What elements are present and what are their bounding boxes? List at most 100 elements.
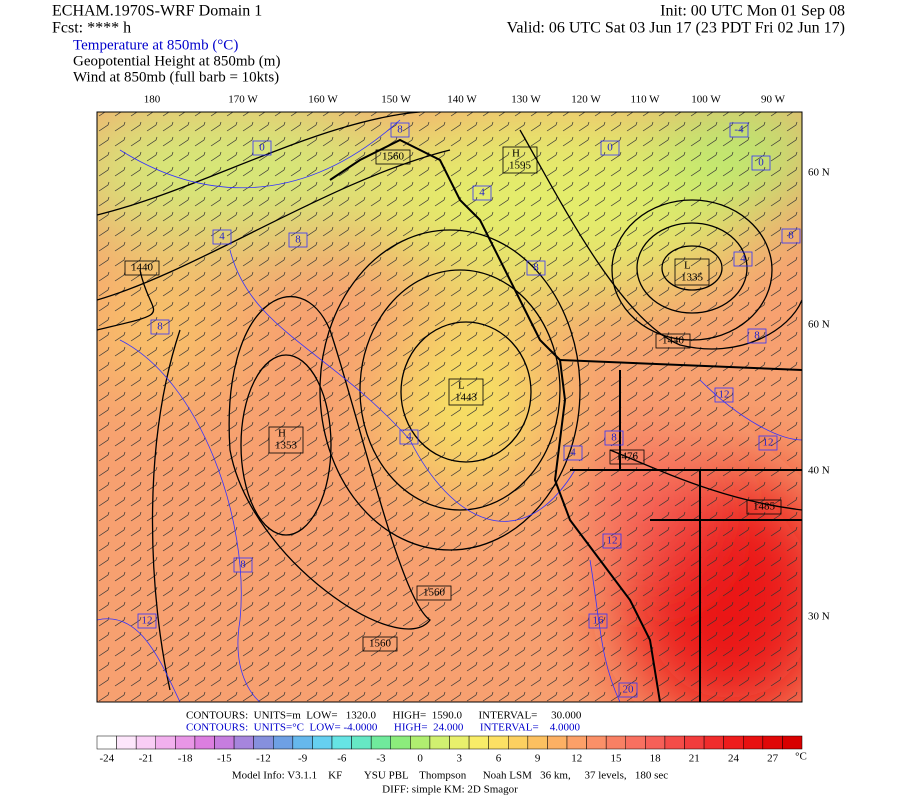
colorbar-swatch — [645, 735, 666, 750]
pressure-center-symbol: H — [512, 148, 520, 160]
colorbar-swatch — [703, 735, 724, 750]
colorbar-swatch — [547, 735, 568, 750]
colorbar-swatch — [762, 735, 783, 750]
map-field — [97, 112, 802, 702]
colorbar-swatch — [312, 735, 333, 750]
temperature-label: 4 — [406, 431, 412, 443]
colorbar-swatch — [468, 735, 489, 750]
height-label: 1335 — [681, 272, 704, 284]
colorbar-swatch — [292, 735, 313, 750]
temperature-label-box — [602, 533, 622, 549]
longitude-label: 170 W — [228, 94, 258, 106]
colorbar-swatch — [508, 735, 529, 750]
temperature-label: 8 — [157, 321, 163, 333]
height-label-box — [375, 149, 411, 165]
temperature-label-box — [390, 122, 410, 138]
colorbar-swatch — [351, 735, 372, 750]
colorbar-label: -21 — [139, 753, 154, 765]
colorbar-label: -15 — [217, 753, 232, 765]
height-label: 1443 — [455, 392, 478, 404]
temperature-label: 16 — [593, 615, 605, 627]
colorbar-swatch — [370, 735, 391, 750]
colorbar-unit: °C — [795, 751, 807, 763]
temperature-label-box — [758, 435, 778, 451]
colorbar-swatch — [410, 735, 431, 750]
temperature-label-box — [212, 229, 232, 245]
temperature-label-box — [252, 140, 272, 156]
colorbar-swatch — [723, 735, 744, 750]
latitude-label: 60 N — [808, 167, 830, 179]
longitude-label: 130 W — [511, 94, 541, 106]
forecast-hour: Fcst: **** h — [52, 20, 131, 37]
temperature-label-box — [781, 228, 801, 244]
temperature-label-box — [233, 557, 253, 573]
pressure-center-symbol: L — [684, 260, 691, 272]
colorbar-label: -24 — [99, 753, 114, 765]
latitude-label: 30 N — [808, 611, 830, 623]
height-label-box — [674, 258, 710, 286]
height-label: 1560 — [369, 638, 392, 650]
temperature-label: 0 — [758, 157, 764, 169]
temperature-label-box — [600, 140, 620, 156]
colorbar-label: -3 — [376, 753, 386, 765]
colorbar-swatch — [664, 735, 685, 750]
colorbar-swatch — [684, 735, 705, 750]
longitude-label: 110 W — [630, 94, 660, 106]
longitude-label: 120 W — [571, 94, 601, 106]
contour-info-temperature: CONTOURS: UNITS=°C LOW= -4.0000 HIGH= 24… — [186, 722, 580, 734]
height-label: 1560 — [382, 151, 405, 163]
colorbar-label: 15 — [610, 753, 622, 765]
colorbar-swatch — [96, 735, 117, 750]
longitude-label: 100 W — [691, 94, 721, 106]
temperature-label-box — [588, 613, 608, 629]
colorbar-swatch — [194, 735, 215, 750]
temperature-label: 8 — [295, 234, 301, 246]
temperature-label: 12 — [142, 615, 153, 627]
temperature-label-box — [399, 429, 419, 445]
field-wind: Wind at 850mb (full barb = 10kts) — [73, 69, 279, 85]
map-frame — [96, 111, 803, 703]
temperature-label-box — [733, 251, 753, 267]
colorbar-swatch — [155, 735, 176, 750]
temperature-label: 12 — [719, 389, 730, 401]
colorbar-swatch — [566, 735, 587, 750]
temperature-label: 12 — [763, 437, 774, 449]
valid-time: Valid: 06 UTC Sat 03 Jun 17 (23 PDT Fri … — [507, 20, 845, 37]
temperature-label: 8 — [788, 230, 794, 242]
temperature-label: -4 — [734, 124, 744, 136]
longitude-label: 90 W — [761, 94, 786, 106]
colorbar-swatch — [214, 735, 235, 750]
colorbar-label: -18 — [178, 753, 193, 765]
colorbar-swatch — [625, 735, 646, 750]
colorbar-label: 18 — [650, 753, 662, 765]
latitude-label: 40 N — [808, 465, 830, 477]
temperature-label: 4 — [479, 187, 485, 199]
colorbar-label: 0 — [417, 753, 423, 765]
longitude-label: 150 W — [381, 94, 411, 106]
height-label-box — [746, 499, 782, 515]
diff-info: DIFF: simple KM: 2D Smagor — [382, 784, 518, 796]
temperature-label-box — [526, 260, 546, 276]
latitude-label: 60 N — [808, 319, 830, 331]
temperature-label-box — [472, 185, 492, 201]
contour-info-height: CONTOURS: UNITS=m LOW= 1320.0 HIGH= 1590… — [186, 710, 582, 722]
temperature-label: 8 — [397, 124, 403, 136]
colorbar-swatch — [135, 735, 157, 750]
height-label-box — [416, 585, 452, 601]
init-time: Init: 00 UTC Mon 01 Sep 08 — [660, 3, 845, 20]
temperature-label: 8 — [240, 559, 246, 571]
colorbar-swatch — [253, 735, 274, 750]
temperature-label-box — [751, 155, 771, 171]
temperature-label-box — [563, 445, 583, 461]
colorbar-swatch — [488, 735, 509, 750]
colorbar-swatch — [429, 735, 450, 750]
temperature-label: 8 — [611, 432, 617, 444]
temperature-label-box — [729, 122, 749, 138]
colorbar-swatch — [331, 735, 352, 750]
model-title: ECHAM.1970S-WRF Domain 1 — [52, 3, 262, 20]
colorbar-label: 21 — [689, 753, 700, 765]
colorbar-swatch — [586, 735, 607, 750]
longitude-label: 140 W — [447, 94, 477, 106]
temperature-label-box — [288, 232, 308, 248]
colorbar-label: 12 — [571, 753, 582, 765]
